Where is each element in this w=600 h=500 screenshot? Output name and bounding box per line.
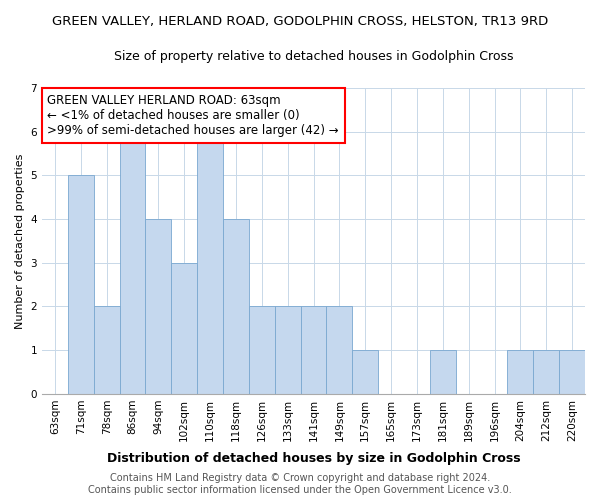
Bar	[326, 306, 352, 394]
Bar	[508, 350, 533, 394]
Bar	[94, 306, 119, 394]
Bar	[559, 350, 585, 394]
Title: Size of property relative to detached houses in Godolphin Cross: Size of property relative to detached ho…	[114, 50, 513, 63]
Bar	[249, 306, 275, 394]
Bar	[533, 350, 559, 394]
Bar	[68, 175, 94, 394]
Bar	[145, 219, 172, 394]
Text: GREEN VALLEY HERLAND ROAD: 63sqm
← <1% of detached houses are smaller (0)
>99% o: GREEN VALLEY HERLAND ROAD: 63sqm ← <1% o…	[47, 94, 339, 137]
X-axis label: Distribution of detached houses by size in Godolphin Cross: Distribution of detached houses by size …	[107, 452, 520, 465]
Bar	[301, 306, 326, 394]
Bar	[275, 306, 301, 394]
Y-axis label: Number of detached properties: Number of detached properties	[15, 153, 25, 328]
Bar	[352, 350, 378, 394]
Bar	[172, 262, 197, 394]
Bar	[430, 350, 456, 394]
Text: Contains HM Land Registry data © Crown copyright and database right 2024.
Contai: Contains HM Land Registry data © Crown c…	[88, 474, 512, 495]
Bar	[119, 132, 145, 394]
Bar	[223, 219, 249, 394]
Bar	[197, 132, 223, 394]
Text: GREEN VALLEY, HERLAND ROAD, GODOLPHIN CROSS, HELSTON, TR13 9RD: GREEN VALLEY, HERLAND ROAD, GODOLPHIN CR…	[52, 15, 548, 28]
